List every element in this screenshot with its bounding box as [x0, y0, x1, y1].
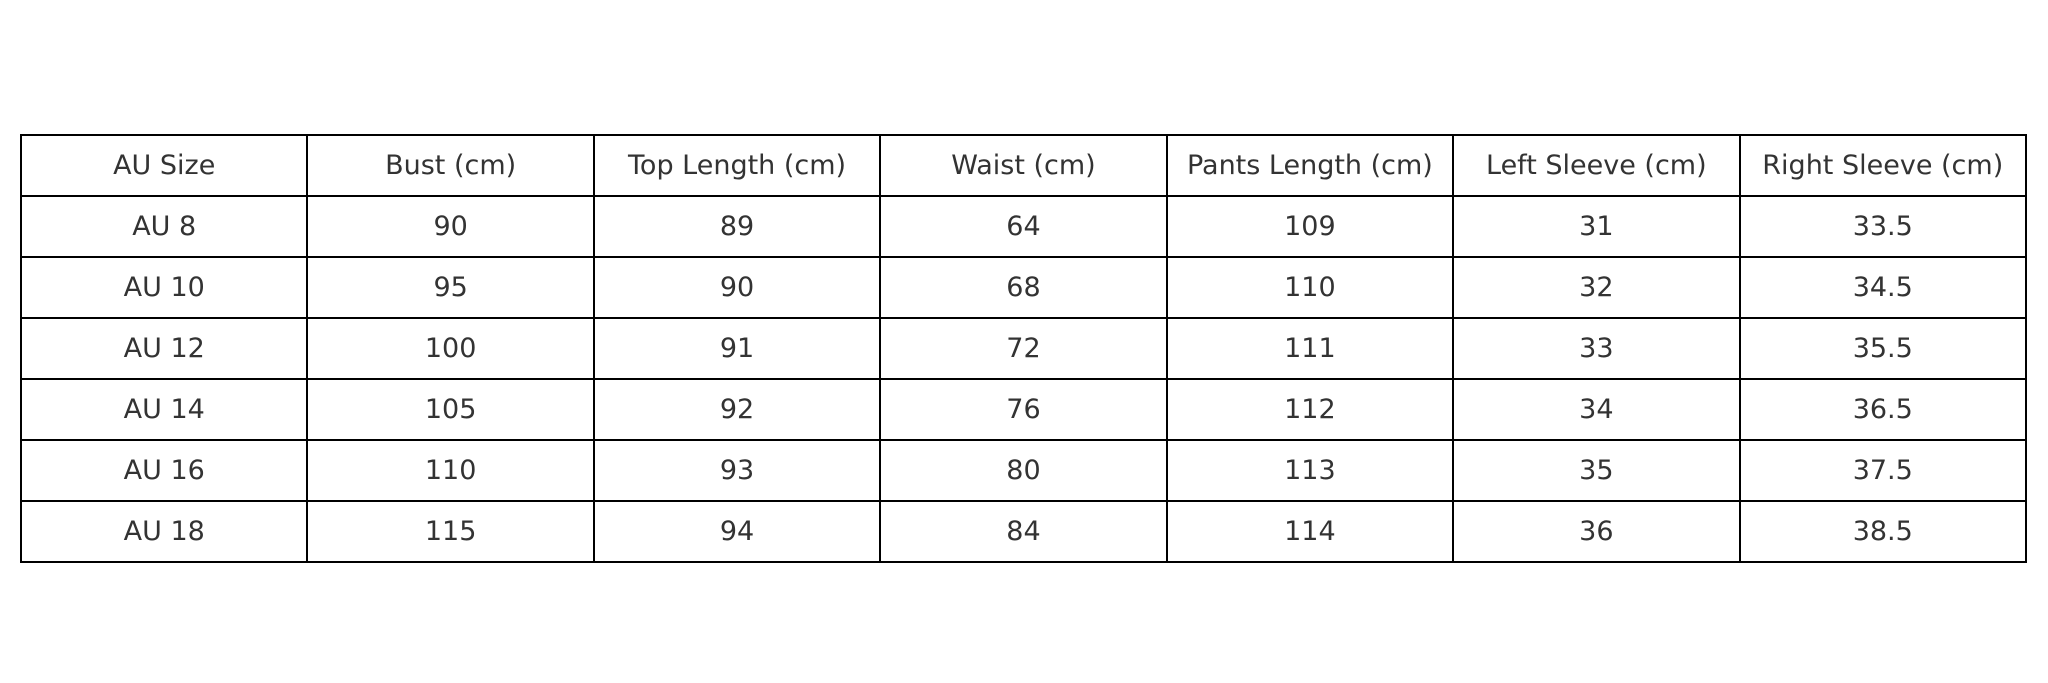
table-cell: 33 [1452, 317, 1741, 380]
table-cell: 105 [306, 378, 595, 441]
table-cell: AU 8 [19, 195, 309, 258]
table-cell: 64 [879, 195, 1168, 258]
table-cell: 91 [592, 317, 882, 380]
table-cell: 31 [1452, 195, 1741, 258]
header-row: AU Size Bust (cm) Top Length (cm) Waist (cm… [19, 134, 2028, 197]
table-cell: 33.5 [1738, 195, 2028, 258]
column-header: Waist (cm) [879, 134, 1168, 197]
table-cell: 111 [1165, 317, 1455, 380]
table-cell: 36.5 [1738, 378, 2028, 441]
table-cell: 36 [1452, 500, 1741, 563]
table-cell: 76 [879, 378, 1168, 441]
table-row: AU 10 95 90 68 110 32 34.5 [19, 256, 2028, 319]
table-cell: 92 [592, 378, 882, 441]
table-cell: 84 [879, 500, 1168, 563]
column-header: Top Length (cm) [592, 134, 882, 197]
table-cell: 109 [1165, 195, 1455, 258]
table-cell: 35.5 [1738, 317, 2028, 380]
column-header: AU Size [19, 134, 309, 197]
table-cell: 90 [306, 195, 595, 258]
column-header: Pants Length (cm) [1165, 134, 1455, 197]
table-cell: 95 [306, 256, 595, 319]
table-cell: 112 [1165, 378, 1455, 441]
table-cell: 93 [592, 439, 882, 502]
table-cell: AU 14 [19, 378, 309, 441]
table-cell: 115 [306, 500, 595, 563]
table-cell: 110 [1165, 256, 1455, 319]
table-row: AU 8 90 89 64 109 31 33.5 [19, 195, 2028, 258]
table-cell: 37.5 [1738, 439, 2028, 502]
table-cell: 114 [1165, 500, 1455, 563]
table-cell: 35 [1452, 439, 1741, 502]
table-cell: 32 [1452, 256, 1741, 319]
table-row: AU 18 115 94 84 114 36 38.5 [19, 500, 2028, 563]
table-cell: 72 [879, 317, 1168, 380]
table-row: AU 12 100 91 72 111 33 35.5 [19, 317, 2028, 380]
table-cell: 68 [879, 256, 1168, 319]
table-cell: 100 [306, 317, 595, 380]
column-header: Left Sleeve (cm) [1452, 134, 1741, 197]
table-cell: 80 [879, 439, 1168, 502]
column-header: Bust (cm) [306, 134, 595, 197]
table-cell: AU 12 [19, 317, 309, 380]
table-cell: 90 [592, 256, 882, 319]
table-cell: AU 10 [19, 256, 309, 319]
column-header: Right Sleeve (cm) [1738, 134, 2028, 197]
table-row: AU 14 105 92 76 112 34 36.5 [19, 378, 2028, 441]
table-cell: AU 18 [19, 500, 309, 563]
table-cell: 110 [306, 439, 595, 502]
table-cell: 89 [592, 195, 882, 258]
table-cell: 113 [1165, 439, 1455, 502]
table-row: AU 16 110 93 80 113 35 37.5 [19, 439, 2028, 502]
table-cell: AU 16 [19, 439, 309, 502]
table-cell: 34 [1452, 378, 1741, 441]
size-chart-table: AU Size Bust (cm) Top Length (cm) Waist (cm… [19, 134, 2028, 563]
table-cell: 34.5 [1738, 256, 2028, 319]
table-cell: 38.5 [1738, 500, 2028, 563]
table-cell: 94 [592, 500, 882, 563]
